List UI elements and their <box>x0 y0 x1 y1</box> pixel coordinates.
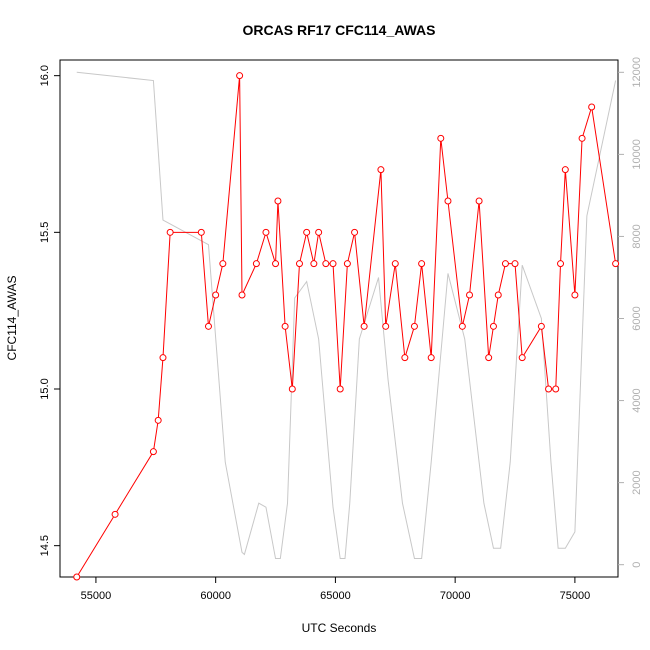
cfc114-point <box>252 260 260 268</box>
cfc114-point <box>410 322 418 330</box>
y2-axis: 0 2000 4000 6000 8000 10000 12000 <box>618 57 643 568</box>
cfc114-point <box>437 134 445 142</box>
altitude-series <box>76 71 617 560</box>
cfc114-point <box>329 260 337 268</box>
y2-tick-label: 6000 <box>631 306 643 330</box>
cfc114-point <box>310 260 318 268</box>
y2-tick-label: 4000 <box>631 388 643 412</box>
y2-tick-label: 10000 <box>631 139 643 170</box>
cfc114-point <box>262 228 270 236</box>
y2-tick-label: 2000 <box>631 470 643 494</box>
cfc114-point <box>382 322 390 330</box>
cfc114-point <box>159 354 167 362</box>
cfc114-point <box>315 228 323 236</box>
plot-area <box>59 59 619 578</box>
x-tick-label: 60000 <box>200 590 231 602</box>
y2-tick-label: 0 <box>631 562 643 568</box>
cfc114-point <box>545 385 553 393</box>
x-axis-label: UTC Seconds <box>302 621 377 635</box>
cfc114-point <box>612 260 620 268</box>
cfc114-series <box>73 72 620 581</box>
cfc114-point <box>73 573 81 581</box>
cfc114-point <box>391 260 399 268</box>
cfc114-point <box>343 260 351 268</box>
cfc114-point <box>166 228 174 236</box>
cfc114-point <box>401 354 409 362</box>
x-axis: 55000 60000 65000 70000 75000 <box>81 577 591 602</box>
cfc114-point <box>336 385 344 393</box>
cfc114-point <box>475 197 483 205</box>
cfc114-point <box>303 228 311 236</box>
cfc114-point <box>360 322 368 330</box>
cfc114-point <box>557 260 565 268</box>
y-axis: 14.5 15.0 15.5 16.0 <box>39 65 60 556</box>
cfc114-point <box>154 416 162 424</box>
cfc114-point <box>427 354 435 362</box>
cfc114-point <box>236 72 244 80</box>
cfc114-point <box>288 385 296 393</box>
cfc114-point <box>219 260 227 268</box>
cfc114-point <box>212 291 220 299</box>
y-tick-label: 14.5 <box>39 535 51 556</box>
y-tick-label: 15.0 <box>39 378 51 399</box>
cfc114-point <box>444 197 452 205</box>
chart-title: ORCAS RF17 CFC114_AWAS <box>243 22 436 38</box>
cfc114-point <box>351 228 359 236</box>
x-tick-label: 55000 <box>81 590 112 602</box>
cfc114-point <box>561 166 569 174</box>
y2-tick-label: 12000 <box>631 57 643 88</box>
cfc114-point <box>281 322 289 330</box>
cfc114-point <box>238 291 246 299</box>
cfc114-point <box>489 322 497 330</box>
y-tick-label: 16.0 <box>39 65 51 86</box>
y-tick-label: 15.5 <box>39 222 51 243</box>
cfc114-point <box>511 260 519 268</box>
cfc114-point <box>494 291 502 299</box>
cfc114-point <box>571 291 579 299</box>
cfc114-point <box>377 166 385 174</box>
cfc114-point <box>149 448 157 456</box>
cfc114-point <box>588 103 596 111</box>
cfc114-point <box>537 322 545 330</box>
cfc114-point <box>111 510 119 518</box>
cfc114-point <box>578 134 586 142</box>
cfc114-point <box>485 354 493 362</box>
y-axis-label: CFC114_AWAS <box>5 276 19 361</box>
y2-tick-label: 8000 <box>631 224 643 248</box>
cfc114-point <box>272 260 280 268</box>
cfc114-point <box>552 385 560 393</box>
x-tick-label: 75000 <box>560 590 591 602</box>
cfc114-point <box>197 228 205 236</box>
x-tick-label: 65000 <box>320 590 351 602</box>
cfc114-point <box>295 260 303 268</box>
cfc114-point <box>466 291 474 299</box>
cfc114-point <box>322 260 330 268</box>
cfc114-point <box>204 322 212 330</box>
x-tick-label: 70000 <box>440 590 471 602</box>
cfc114-point <box>458 322 466 330</box>
cfc114-point <box>501 260 509 268</box>
cfc114-line <box>76 75 617 578</box>
altitude-line <box>76 71 617 560</box>
cfc114-point <box>518 354 526 362</box>
cfc114-point <box>274 197 282 205</box>
cfc114-point <box>418 260 426 268</box>
